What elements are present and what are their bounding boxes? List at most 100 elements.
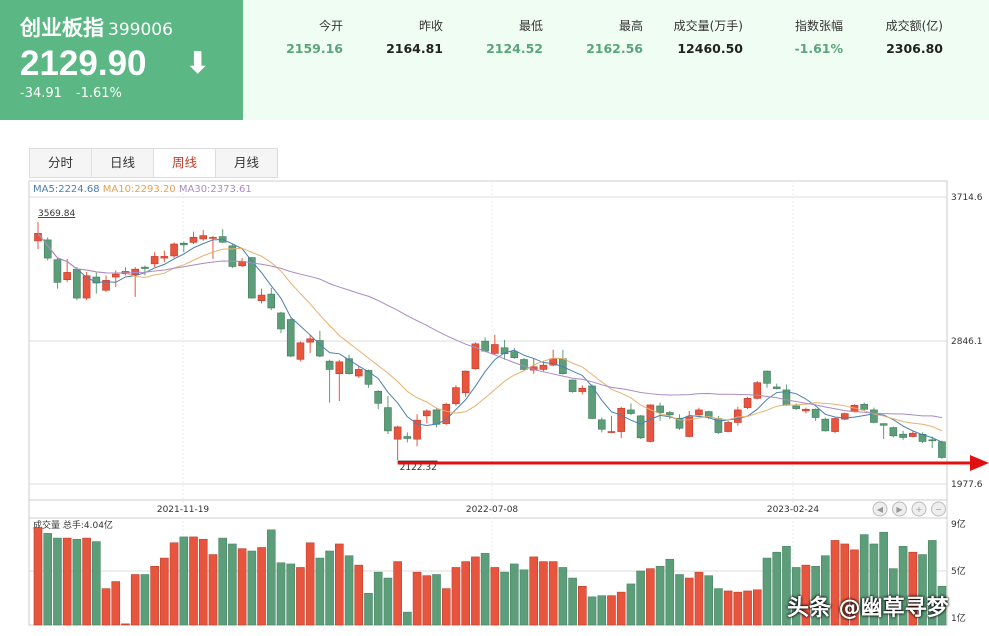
volume-bar	[441, 588, 451, 626]
volume-bar	[636, 570, 645, 626]
volume-bar	[315, 557, 325, 626]
volume-bar	[568, 577, 577, 626]
volume-bar	[889, 568, 898, 626]
stat-3: 最高 2162.56	[586, 17, 643, 56]
volume-bar	[714, 588, 723, 626]
volume-bar	[937, 585, 947, 626]
volume-bar	[752, 589, 762, 626]
candle-body	[617, 407, 626, 432]
volume-bar	[587, 596, 597, 626]
candle-body	[393, 426, 402, 440]
tab-1[interactable]: 日线	[92, 149, 154, 177]
candle-body	[889, 427, 898, 437]
stat-6: 成交额(亿) 2306.80	[886, 17, 943, 56]
x-tick-label: 2023-02-24	[767, 505, 820, 515]
volume-bar	[266, 529, 276, 626]
zoom-in-icon-glyph: +	[916, 505, 923, 514]
volume-bar	[364, 593, 373, 626]
volume-bar	[840, 543, 850, 626]
candle-body	[491, 344, 499, 354]
zoom-out-icon[interactable]: −	[931, 501, 946, 517]
ma10-label: MA10:2293.20	[102, 184, 176, 195]
candle-body	[685, 416, 694, 437]
candle-body	[500, 347, 509, 355]
x-tick-label: 2022-07-08	[466, 505, 519, 515]
volume-bar	[801, 564, 811, 626]
tab-2[interactable]: 周线	[154, 149, 216, 177]
period-tabs: 分时 日线 周线 月线	[29, 148, 278, 178]
volume-bar	[412, 571, 422, 626]
candle-body	[821, 418, 830, 432]
candle-body	[938, 441, 946, 458]
candle-body	[792, 405, 800, 409]
stat-2: 最低 2124.52	[486, 17, 543, 56]
volume-bar	[130, 574, 140, 626]
candle-body	[743, 398, 752, 408]
candle-body	[189, 236, 198, 243]
stat-value: 12460.50	[677, 41, 743, 56]
volume-bar	[626, 583, 636, 626]
candle-body	[840, 413, 849, 420]
volume-tick-label: 5亿	[951, 565, 966, 577]
zoom-in-icon[interactable]: +	[911, 501, 927, 517]
candle-body	[908, 432, 917, 437]
volume-bar	[461, 561, 470, 626]
volume-bar	[684, 577, 694, 626]
volume-bar	[811, 565, 820, 626]
stats-panel: 今开 2159.16 昨收 2164.81 最低 2124.52 最高 2162.56 成交量(…	[243, 0, 989, 120]
candle-body	[170, 243, 178, 257]
candle-body	[374, 390, 383, 404]
ma-legend: MA5:2224.68 MA10:2293.20 MA30:2373.61	[33, 184, 252, 195]
volume-bar	[850, 549, 859, 626]
volume-bar	[111, 581, 121, 626]
volume-bar	[228, 543, 237, 626]
stat-label: 指数张幅	[794, 19, 843, 33]
ma10-line	[37, 232, 943, 432]
candle-body	[277, 312, 285, 330]
volume-bar	[578, 585, 587, 626]
candle-body	[442, 403, 451, 424]
stat-4: 成交量(万手) 12460.50	[674, 17, 743, 56]
tab-3[interactable]: 月线	[233, 155, 259, 170]
candle-body	[102, 280, 110, 291]
volume-bar	[247, 550, 257, 626]
volume-bar	[733, 591, 743, 626]
volume-bar	[82, 537, 91, 626]
volume-bar	[830, 540, 840, 626]
stat-1: 昨收 2164.81	[386, 17, 443, 56]
candle-body	[627, 409, 635, 414]
volume-bar	[354, 564, 364, 626]
volume-bar	[471, 556, 480, 626]
scroll-right-icon[interactable]: ▶	[892, 501, 907, 517]
down-arrow-icon: ⬇	[185, 46, 211, 81]
zoom-in-icon-circle	[911, 501, 927, 517]
candle-body	[413, 419, 421, 440]
volume-label: 成交量 总手:4.04亿	[33, 519, 113, 531]
stat-value: 2124.52	[486, 41, 543, 56]
volume-bar	[169, 542, 179, 626]
volume-bar	[140, 574, 150, 626]
volume-bar	[723, 590, 733, 626]
candle-body	[180, 242, 188, 246]
candle-body	[53, 259, 62, 283]
ma30-line	[37, 232, 943, 419]
candle-body	[286, 319, 295, 357]
stat-value: 2164.81	[386, 41, 443, 56]
candle-body	[695, 409, 703, 416]
volume-bar	[296, 567, 305, 626]
volume-bar	[33, 527, 43, 626]
volume-bar	[918, 554, 927, 626]
volume-bar	[646, 568, 655, 626]
stat-label: 最低	[518, 19, 543, 33]
candle-body	[325, 360, 334, 370]
y-tick-label: 2846.1	[951, 337, 983, 347]
volume-bar	[675, 574, 684, 626]
stat-value: 2162.56	[586, 41, 643, 56]
tab-0[interactable]: 分时	[30, 149, 92, 177]
candle-body	[131, 268, 139, 276]
volume-bar	[704, 575, 713, 626]
candle-body	[209, 237, 217, 239]
scroll-left-icon[interactable]: ◀	[872, 501, 888, 517]
stat-label: 成交额(亿)	[885, 19, 943, 33]
